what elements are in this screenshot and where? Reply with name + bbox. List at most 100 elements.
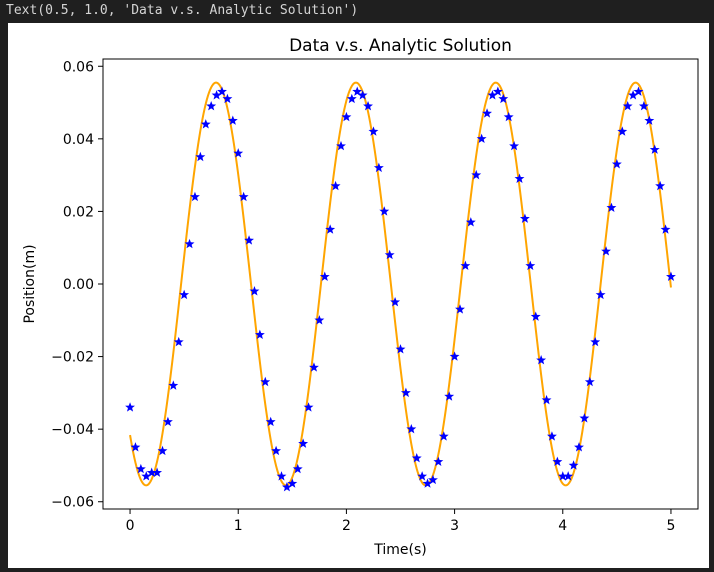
data-point	[606, 202, 617, 212]
data-point	[536, 355, 547, 365]
data-point	[217, 86, 227, 96]
data-point	[411, 452, 422, 463]
data-point	[363, 100, 373, 111]
data-point	[595, 289, 606, 300]
data-point	[238, 191, 249, 202]
data-point	[649, 144, 660, 154]
data-point	[574, 442, 584, 452]
x-tick-label: 3	[450, 518, 459, 534]
data-point	[622, 100, 633, 111]
data-point	[514, 173, 525, 183]
data-point	[211, 90, 222, 100]
data-point	[265, 416, 276, 427]
data-point	[222, 93, 233, 104]
data-point	[395, 344, 406, 354]
data-point	[644, 115, 655, 125]
x-tick-label: 1	[234, 518, 243, 534]
data-point	[498, 93, 509, 104]
data-point	[195, 151, 206, 162]
data-point	[298, 438, 309, 448]
data-point	[465, 217, 476, 227]
data-point	[336, 140, 346, 151]
data-point	[373, 162, 384, 173]
data-point	[476, 133, 487, 144]
y-tick-label: 0.00	[63, 277, 94, 293]
data-point	[460, 260, 471, 271]
data-point	[319, 271, 330, 281]
data-point	[449, 351, 460, 361]
data-point	[244, 235, 254, 245]
data-point	[292, 463, 303, 474]
data-point	[303, 402, 314, 412]
data-point	[179, 289, 190, 300]
data-point	[444, 391, 455, 401]
data-point	[655, 180, 666, 191]
data-point	[309, 362, 319, 372]
chart-title: Data v.s. Analytic Solution	[289, 36, 512, 56]
x-axis: 0 1 2 3 4 5	[126, 509, 675, 534]
data-point	[406, 423, 417, 434]
x-tick-label: 4	[558, 518, 567, 534]
data-point	[547, 431, 557, 441]
data-point	[314, 315, 325, 325]
data-point	[200, 119, 211, 129]
data-point	[190, 191, 200, 202]
data-point	[509, 140, 520, 151]
data-point	[471, 169, 482, 180]
x-tick-label: 5	[666, 518, 675, 534]
data-point	[173, 336, 184, 347]
data-point	[125, 402, 135, 412]
y-axis: −0.06 −0.04 −0.02 0.00 0.02 0.04 0.06	[51, 59, 103, 511]
data-point	[146, 467, 157, 477]
data-point	[281, 482, 292, 492]
data-point	[341, 111, 352, 122]
data-point	[233, 148, 244, 158]
data-point	[666, 271, 676, 281]
data-point	[601, 246, 611, 256]
x-tick-label: 0	[126, 518, 135, 534]
data-point	[130, 442, 141, 452]
data-point	[563, 471, 574, 481]
y-tick-label: 0.02	[63, 204, 94, 220]
data-point	[611, 159, 622, 169]
data-point	[346, 93, 357, 104]
data-point	[162, 416, 173, 427]
data-point	[357, 90, 368, 100]
data-point	[579, 413, 590, 423]
data-point	[628, 90, 639, 100]
data-point	[152, 467, 163, 477]
data-point	[254, 329, 265, 340]
data-point	[633, 86, 644, 96]
y-tick-label: 0.04	[63, 132, 94, 148]
data-point	[390, 296, 401, 307]
data-point	[368, 126, 379, 136]
y-tick-label: −0.02	[51, 350, 94, 366]
data-point	[487, 90, 498, 100]
data-point	[271, 445, 282, 456]
data-point	[568, 460, 579, 470]
data-point	[541, 394, 552, 405]
plot-area	[129, 81, 672, 487]
y-tick-label: 0.06	[63, 59, 94, 75]
data-point	[135, 463, 146, 474]
data-point	[141, 471, 152, 481]
data-point	[260, 376, 271, 387]
y-axis-label: Position(m)	[22, 244, 38, 323]
data-point	[660, 224, 671, 234]
data-point	[206, 100, 217, 111]
data-point	[352, 86, 363, 96]
data-point	[433, 456, 444, 467]
x-axis-label: Time(s)	[373, 542, 426, 558]
data-point	[492, 86, 503, 96]
data-point	[557, 471, 568, 481]
data-point	[482, 108, 492, 118]
data-point	[525, 260, 536, 271]
y-tick-label: −0.06	[51, 495, 94, 511]
cell-output-text: Text(0.5, 1.0, 'Data v.s. Analytic Solut…	[6, 3, 359, 18]
figure: 0 1 2 3 4 5 −0.06 −0.04 −0.02 0.00 0.02 0.04 0.06 D…	[8, 23, 709, 568]
data-point	[428, 474, 438, 485]
data-point	[276, 471, 287, 481]
data-point	[584, 376, 595, 387]
data-point	[530, 311, 541, 321]
data-point	[325, 224, 336, 234]
